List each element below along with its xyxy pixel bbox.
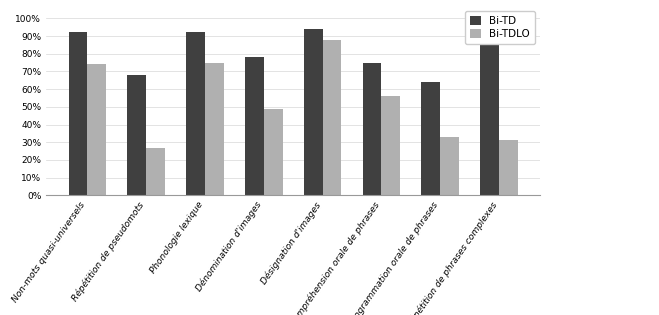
Bar xyxy=(146,147,165,195)
Bar xyxy=(362,63,382,195)
Legend: Bi-TD, Bi-TDLO: Bi-TD, Bi-TDLO xyxy=(465,11,535,44)
Bar xyxy=(127,75,146,195)
Bar xyxy=(264,109,283,195)
Bar xyxy=(422,82,440,195)
Bar xyxy=(186,32,205,195)
Bar xyxy=(205,63,224,195)
Bar xyxy=(304,29,323,195)
Bar xyxy=(480,40,499,195)
Bar xyxy=(382,96,400,195)
Bar xyxy=(69,32,88,195)
Bar xyxy=(245,57,264,195)
Bar xyxy=(88,64,106,195)
Bar xyxy=(440,137,459,195)
Bar xyxy=(499,140,518,195)
Bar xyxy=(323,40,341,195)
